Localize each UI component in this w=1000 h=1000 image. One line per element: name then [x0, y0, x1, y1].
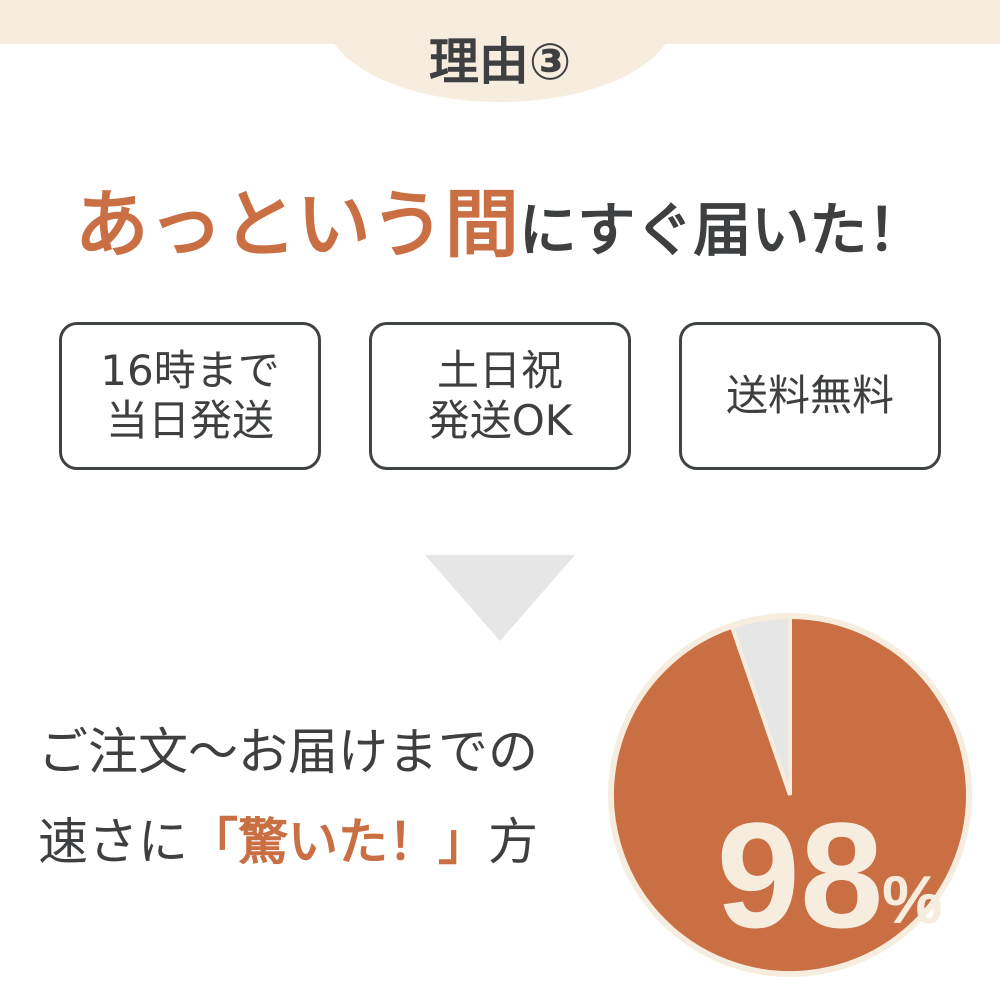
statement-accent: 「驚いた！」 — [188, 813, 488, 871]
feature-free-shipping: 送料無料 — [679, 322, 941, 470]
reason-tag: 理由③ — [428, 33, 572, 91]
feature-line: 当日発送 — [105, 396, 274, 445]
feature-line: 発送OK — [427, 396, 573, 445]
headline-rest: にすぐ届いた！ — [518, 196, 926, 264]
statement-pre: 速さに — [38, 813, 188, 871]
feature-line: 16時まで — [100, 345, 280, 395]
statement-line-1: ご注文〜お届けまでの — [38, 723, 538, 781]
headline: あっという間にすぐ届いた！ — [0, 165, 1000, 272]
feature-weekend: 土日祝 発送OK — [369, 322, 631, 470]
feature-line: 送料無料 — [725, 370, 894, 420]
statement-post: 方 — [488, 813, 538, 871]
statement-line-2: 速さに「驚いた！」方 — [38, 802, 538, 874]
down-arrow-icon — [425, 555, 575, 641]
headline-accent: あっという間 — [74, 182, 519, 268]
pie-value: 98 — [717, 791, 884, 959]
feature-line: 土日祝 — [436, 345, 563, 395]
pie-chart: 98 % — [608, 613, 972, 977]
feature-same-day: 16時まで 当日発送 — [59, 322, 321, 470]
pie-slice-rest — [729, 614, 792, 796]
pie-unit: % — [882, 862, 942, 938]
